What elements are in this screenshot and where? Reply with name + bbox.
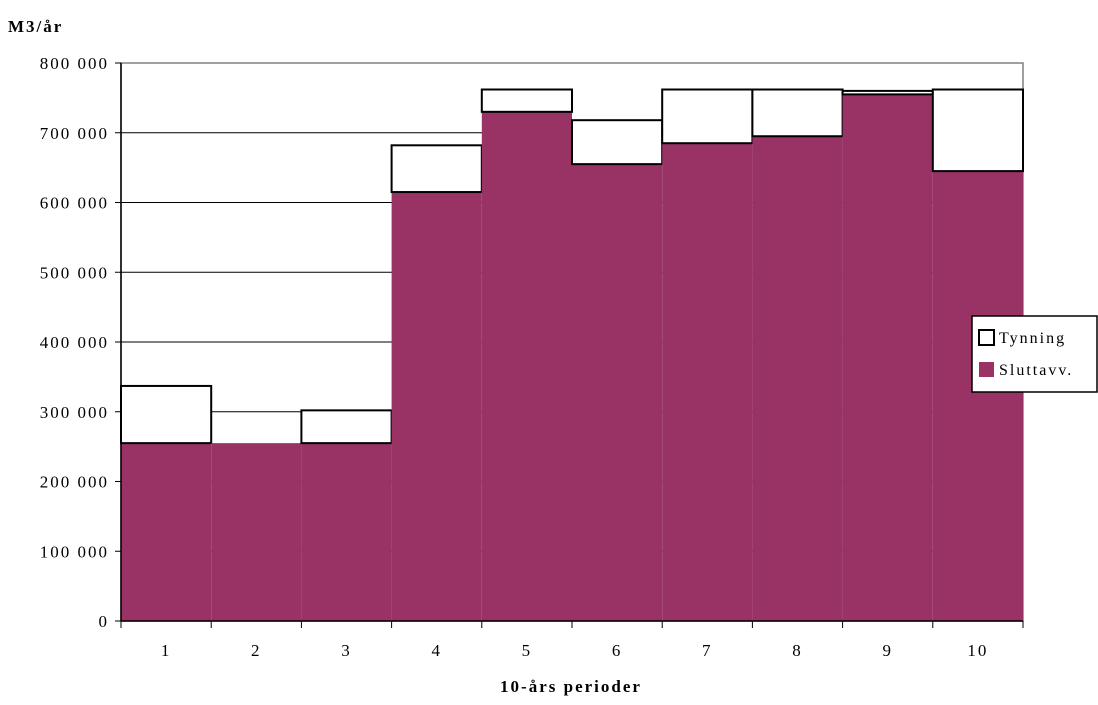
x-tick-label: 9	[882, 641, 893, 660]
y-tick-label: 100 000	[40, 542, 109, 561]
x-axis-title: 10-års perioder	[500, 677, 642, 696]
bar-tynning	[572, 120, 662, 164]
x-tick-label: 7	[702, 641, 713, 660]
x-tick-label: 5	[522, 641, 533, 660]
legend: Tynning Sluttavv.	[972, 316, 1097, 392]
legend-label: Sluttavv.	[999, 362, 1073, 379]
bar-tynning	[121, 386, 211, 443]
bar-tynning	[843, 91, 933, 94]
bar-sluttavv	[662, 143, 752, 621]
y-tick-label: 800 000	[40, 54, 109, 73]
x-tick-label: 6	[612, 641, 623, 660]
bar-tynning	[482, 90, 572, 112]
bar-tynning	[662, 90, 752, 144]
bar-sluttavv	[752, 136, 842, 621]
y-tick-label: 300 000	[40, 403, 109, 422]
x-tick-label: 8	[792, 641, 803, 660]
y-tick-label: 500 000	[40, 263, 109, 282]
bar-sluttavv	[392, 192, 482, 621]
y-tick-label: 0	[99, 612, 110, 631]
bar-sluttavv	[572, 164, 662, 621]
bar-sluttavv	[121, 443, 211, 621]
x-tick-label: 4	[431, 641, 442, 660]
y-tick-label: 400 000	[40, 333, 109, 352]
bar-sluttavv	[482, 112, 572, 621]
bar-tynning	[752, 90, 842, 137]
y-tick-label: 200 000	[40, 473, 109, 492]
bar-sluttavv	[843, 94, 933, 621]
bar-sluttavv	[933, 171, 1023, 621]
bar-sluttavv	[301, 443, 391, 621]
y-tick-label: 700 000	[40, 124, 109, 143]
x-tick-label: 3	[341, 641, 352, 660]
y-axis-title: M3/år	[8, 17, 63, 36]
x-tick-label: 2	[251, 641, 262, 660]
legend-swatch	[979, 330, 994, 345]
bar-tynning	[392, 145, 482, 192]
legend-swatch	[979, 362, 994, 377]
bar-tynning	[933, 90, 1023, 172]
bars	[121, 90, 1023, 621]
x-tick-label: 1	[161, 641, 172, 660]
legend-label: Tynning	[999, 330, 1066, 347]
bar-tynning	[301, 410, 391, 443]
y-tick-label: 600 000	[40, 194, 109, 213]
x-tick-label: 10	[967, 641, 988, 660]
bar-sluttavv	[211, 443, 301, 621]
legend-box	[972, 316, 1097, 392]
